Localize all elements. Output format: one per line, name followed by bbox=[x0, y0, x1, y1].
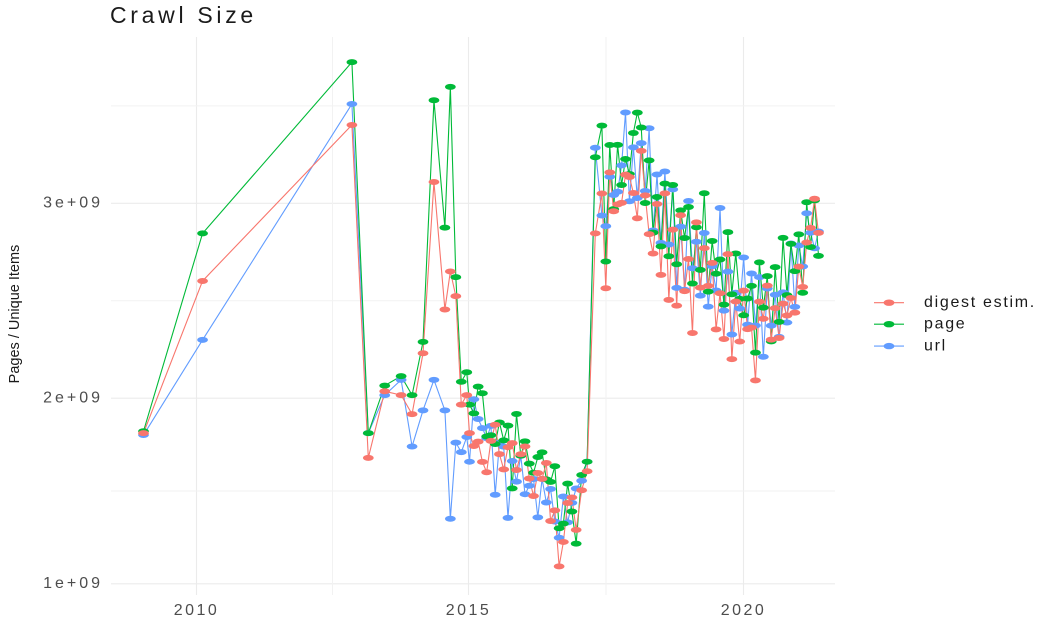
svg-text:2015: 2015 bbox=[446, 602, 492, 619]
svg-text:2020: 2020 bbox=[721, 602, 767, 619]
svg-text:1e+09: 1e+09 bbox=[43, 575, 103, 592]
svg-text:2e+09: 2e+09 bbox=[43, 389, 103, 406]
svg-text:2010: 2010 bbox=[174, 602, 220, 619]
svg-text:digest estim.: digest estim. bbox=[924, 294, 1036, 311]
svg-text:3e+09: 3e+09 bbox=[43, 195, 103, 212]
svg-text:page: page bbox=[924, 316, 966, 333]
svg-text:url: url bbox=[924, 338, 947, 355]
